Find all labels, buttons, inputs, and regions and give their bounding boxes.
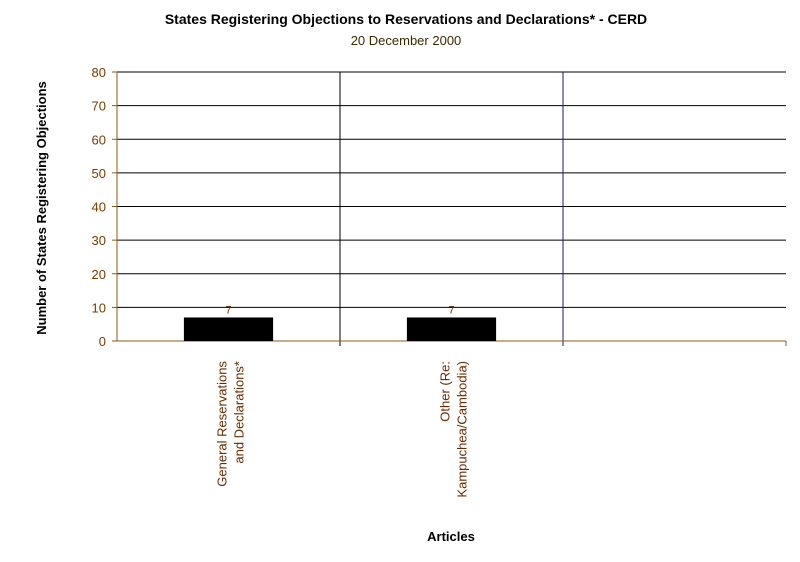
category-label: General Reservations and Declarations* [215, 361, 247, 487]
y-tick-label: 80 [92, 65, 106, 80]
y-tick-label: 60 [92, 132, 106, 147]
y-tick-label: 0 [99, 334, 106, 349]
y-tick-label: 70 [92, 99, 106, 114]
x-axis-title: Articles [427, 529, 475, 544]
category-label-line: Kampuchea/Cambodia) [455, 361, 470, 498]
y-tick-label: 30 [92, 233, 106, 248]
chart-subtitle: 20 December 2000 [351, 33, 462, 48]
data-label: 7 [225, 304, 231, 316]
plot-area: 0 10 20 30 40 50 60 70 80 7 General Reservations an… [92, 65, 787, 498]
data-label: 7 [448, 304, 454, 316]
bar [406, 317, 497, 341]
category-label-line: and Declarations* [232, 361, 247, 464]
category-label-line: General Reservations [215, 361, 230, 487]
bar [183, 317, 274, 341]
y-tick-label: 40 [92, 200, 106, 215]
chart-title: States Registering Objections to Reserva… [165, 11, 647, 27]
y-axis-title: Number of States Registering Objections [34, 81, 49, 335]
y-tick-label: 50 [92, 166, 106, 181]
category-label: Other (Re: Kampuchea/Cambodia) [438, 361, 470, 498]
y-tick-label: 10 [92, 300, 106, 315]
y-tick-label: 20 [92, 267, 106, 282]
category-label-line: Other (Re: [438, 361, 453, 422]
